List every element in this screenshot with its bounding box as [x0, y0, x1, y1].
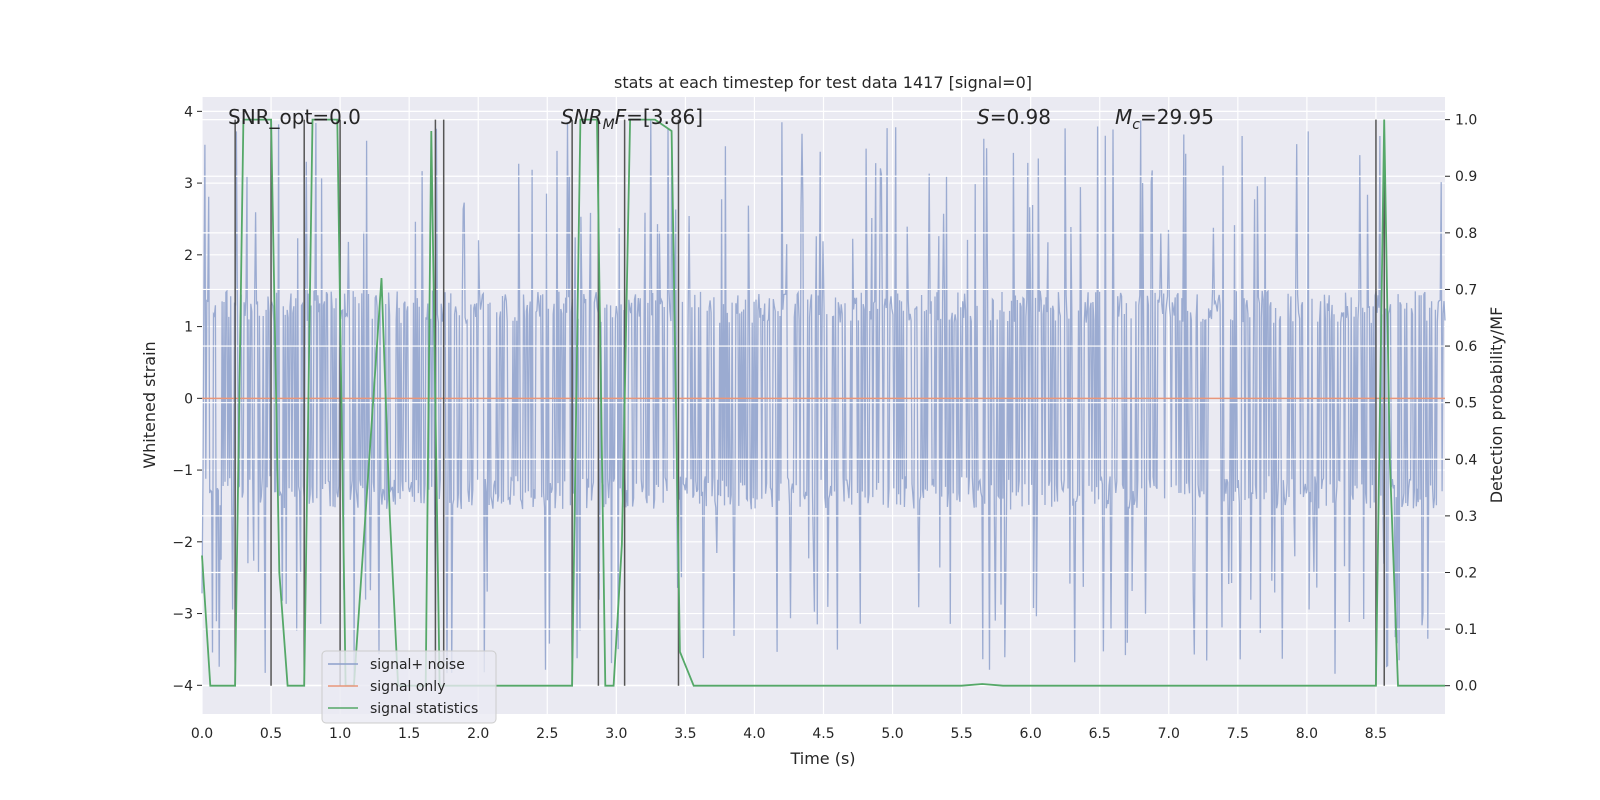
s-symbol: S [977, 105, 990, 129]
x-axis-label: Time (s) [789, 749, 855, 768]
y2-tick-label: 0.1 [1455, 622, 1477, 638]
x-tick-label: 0.0 [191, 726, 213, 742]
legend-label-noise: signal+ noise [370, 657, 465, 673]
y2-axis-label: Detection probability/MF [1487, 307, 1506, 504]
x-tick-label: 2.5 [536, 726, 558, 742]
x-tick-label: 6.0 [1020, 726, 1042, 742]
y2-tick-label: 0.3 [1455, 509, 1477, 525]
x-tick-label: 4.5 [812, 726, 834, 742]
legend-label-signal: signal only [370, 679, 445, 695]
y-tick-label: −3 [172, 607, 193, 623]
y2-tick-label: 0.7 [1455, 282, 1477, 298]
snr-mf-symbol: SNR [561, 105, 603, 129]
x-tick-label: 6.5 [1089, 726, 1111, 742]
x-tick-label: 4.0 [743, 726, 765, 742]
x-tick-label: 7.5 [1227, 726, 1249, 742]
y-tick-label: 4 [184, 104, 193, 120]
x-tick-label: 2.0 [467, 726, 489, 742]
x-tick-label: 3.0 [605, 726, 627, 742]
y2-axis-ticks: 0.0 0.1 0.2 0.3 0.4 0.5 0.6 0.7 0.8 0.9 1.0 [1445, 113, 1477, 695]
legend-box [321, 650, 497, 724]
y-axis-label: Whitened strain [140, 341, 159, 468]
y2-tick-label: 0.5 [1455, 396, 1477, 412]
snr-opt-annotation: SNR_opt=0.0 [228, 105, 361, 129]
signal-noise-line [201, 119, 1446, 678]
x-tick-label: 8.0 [1296, 726, 1318, 742]
y2-tick-label: 0.8 [1455, 226, 1477, 242]
y2-tick-label: 0.2 [1455, 565, 1477, 581]
s-annotation: S=0.98 [977, 105, 1051, 129]
y2-tick-label: 0.6 [1455, 339, 1477, 355]
y-tick-label: 2 [184, 248, 193, 264]
legend: signal+ noise signal only signal statist… [321, 650, 497, 724]
mc-annotation: Mc=29.95 [1115, 105, 1214, 133]
x-tick-label: 1.5 [398, 726, 420, 742]
s-value: =0.98 [990, 105, 1051, 129]
y2-tick-label: 0.0 [1455, 679, 1477, 695]
mc-value: =29.95 [1140, 105, 1214, 129]
snr-mf-annotation: SNRMF=[3.86] [561, 105, 703, 133]
x-axis-ticks: 0.0 0.5 1.0 1.5 2.0 2.5 3.0 3.5 4.0 4.5 5.0 5.5 6.0 6… [191, 726, 1387, 742]
x-tick-label: 3.5 [674, 726, 696, 742]
mc-subscript: c [1132, 117, 1140, 133]
y-tick-label: 3 [184, 176, 193, 192]
mc-symbol: M [1115, 105, 1132, 129]
x-tick-label: 5.0 [881, 726, 903, 742]
y2-tick-label: 1.0 [1455, 113, 1477, 129]
y-tick-label: −2 [172, 535, 193, 551]
x-tick-label: 1.0 [329, 726, 351, 742]
y-tick-label: 1 [184, 320, 193, 336]
y-tick-label: 0 [184, 391, 193, 407]
snr-mf-rest: F [615, 105, 627, 129]
y2-tick-label: 0.9 [1455, 169, 1477, 185]
y-axis-ticks: −4 −3 −2 −1 0 1 2 3 4 [172, 104, 202, 694]
snr-mf-value: =[3.86] [626, 105, 703, 129]
chart-title: stats at each timestep for test data 141… [614, 73, 1032, 92]
y-tick-label: −1 [172, 463, 193, 479]
signal-noise-series [201, 119, 1446, 678]
snr-mf-subscript: M [603, 117, 615, 133]
x-tick-label: 0.5 [260, 726, 282, 742]
y2-tick-label: 0.4 [1455, 452, 1477, 468]
y-tick-label: −4 [172, 678, 193, 694]
x-tick-label: 8.5 [1365, 726, 1387, 742]
legend-label-stats: signal statistics [370, 701, 478, 717]
x-tick-label: 7.0 [1158, 726, 1180, 742]
x-tick-label: 5.5 [950, 726, 972, 742]
